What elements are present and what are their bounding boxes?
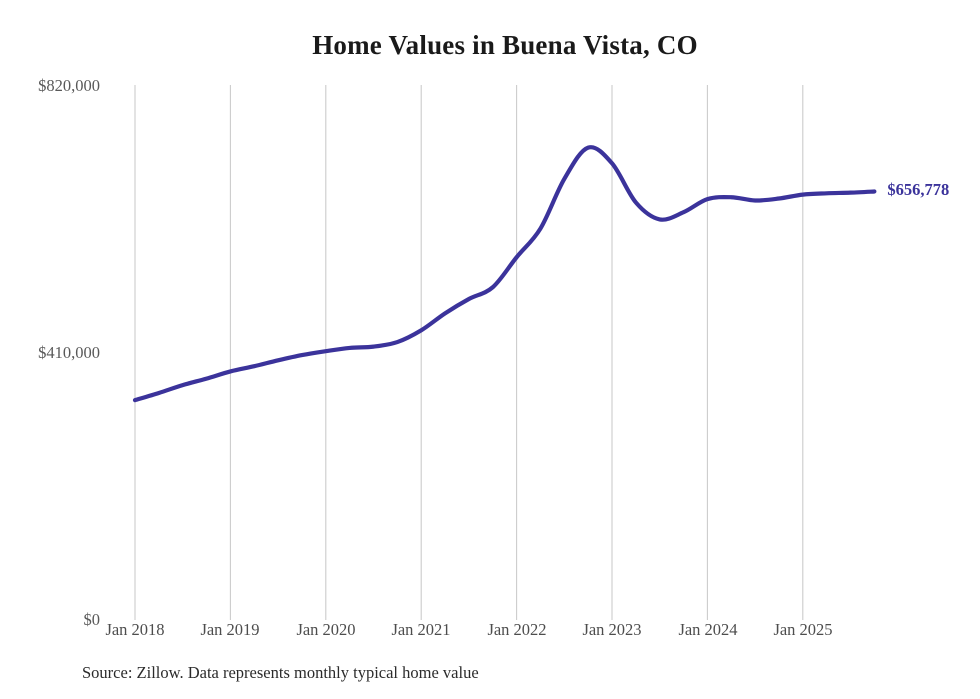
gridlines-group <box>134 85 804 620</box>
x-axis-tick-jan-2024: Jan 2024 <box>678 620 738 639</box>
x-axis-tick-jan-2021: Jan 2021 <box>391 620 451 639</box>
x-axis-tick-jan-2025: Jan 2025 <box>773 620 833 639</box>
x-axis-tick-jan-2020: Jan 2020 <box>296 620 356 639</box>
x-axis-tick-jan-2022: Jan 2022 <box>487 620 547 639</box>
x-axis-tick-jan-2019: Jan 2019 <box>200 620 260 639</box>
x-axis-tick-jan-2023: Jan 2023 <box>582 620 642 639</box>
y-axis-tick-410000: $410,000 <box>38 343 100 362</box>
x-axis-tick-jan-2018: Jan 2018 <box>105 620 165 639</box>
y-axis-tick-0: $0 <box>83 610 101 629</box>
source-note: Source: Zillow. Data represents monthly … <box>82 663 479 682</box>
latest-value-label: $656,778 <box>887 180 950 200</box>
chart-title: Home Values in Buena Vista, CO <box>312 30 698 60</box>
home-value-line <box>132 145 877 403</box>
y-axis-tick-820000: $820,000 <box>38 76 100 95</box>
